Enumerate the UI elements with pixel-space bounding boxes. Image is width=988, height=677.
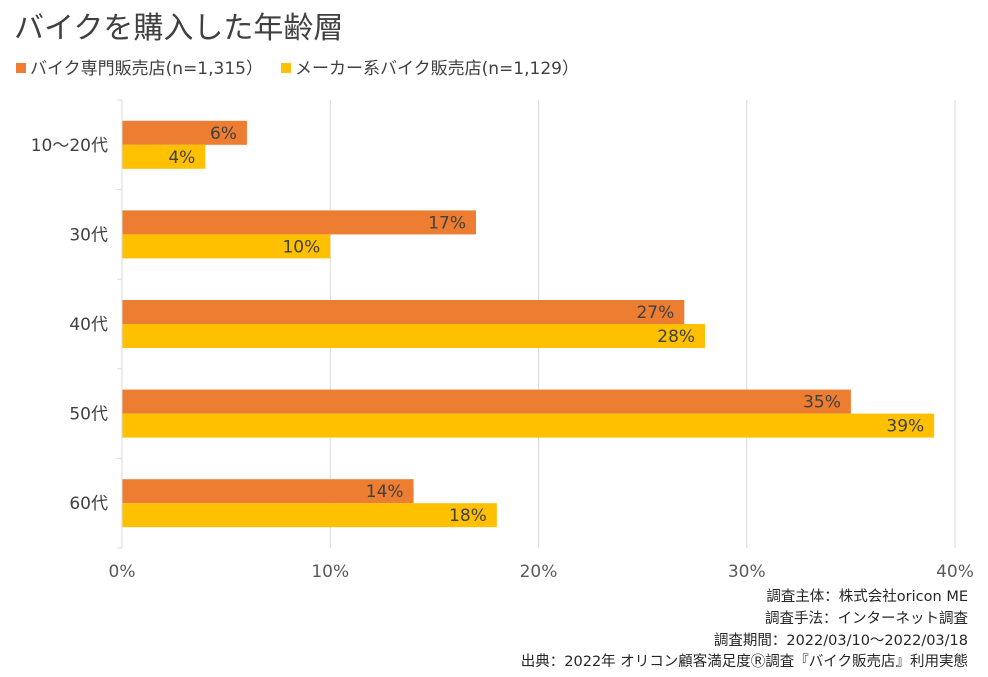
y-category-label: 50代 xyxy=(69,405,108,425)
legend: バイク専門販売店(n=1,315） メーカー系バイク販売店(n=1,129） xyxy=(16,59,579,79)
bar-series2-0 xyxy=(122,144,206,169)
bar-series1-3 xyxy=(122,389,851,414)
note-source: 出典：2022年 オリコン顧客満足度Ⓡ調査『バイク販売店』利用実態 xyxy=(520,654,968,670)
bar-series2-3 xyxy=(122,413,935,438)
data-label-series2: 18% xyxy=(449,506,487,526)
y-category-label: 10～20代 xyxy=(31,136,108,156)
data-label-series1: 27% xyxy=(636,303,674,323)
legend-label-1: バイク専門販売店(n=1,315） xyxy=(30,59,263,79)
note-survey-organizer: 調査主体：株式会社oricon ME xyxy=(766,589,968,605)
legend-swatch-2 xyxy=(280,63,291,73)
data-label-series2: 39% xyxy=(886,417,924,437)
legend-swatch-1 xyxy=(16,63,26,73)
data-label-series2: 4% xyxy=(168,148,195,168)
x-tick-label: 40% xyxy=(936,562,974,582)
chart-title: バイクを購入した年齢層 xyxy=(14,11,343,46)
note-survey-method: 調査手法：インターネット調査 xyxy=(765,611,968,627)
x-tick-label: 20% xyxy=(520,562,558,582)
bar-series2-1 xyxy=(122,234,331,259)
bars: 6% 4% 17% 10% 27% 28% 35% 39% 14% 18% xyxy=(122,120,935,528)
bar-series1-0 xyxy=(122,120,247,145)
y-category-label: 60代 xyxy=(69,494,108,514)
data-label-series2: 28% xyxy=(657,327,695,347)
bar-series2-4 xyxy=(122,503,497,528)
bar-series2-2 xyxy=(122,324,706,348)
x-tick-label: 10% xyxy=(311,562,349,582)
x-tick-label: 0% xyxy=(109,562,136,582)
data-label-series1: 14% xyxy=(366,482,404,502)
bar-series1-2 xyxy=(122,300,685,324)
data-label-series1: 17% xyxy=(428,213,466,233)
data-label-series1: 35% xyxy=(803,393,841,413)
data-label-series1: 6% xyxy=(210,124,237,144)
bar-series1-1 xyxy=(122,210,477,235)
legend-label-2: メーカー系バイク販売店(n=1,129） xyxy=(295,59,579,79)
axes: 0% 10% 20% 30% 40% 10～20代 30代 40代 50代 60代 xyxy=(31,99,974,582)
x-tick-label: 30% xyxy=(728,562,766,582)
data-label-series2: 10% xyxy=(282,237,320,257)
note-survey-period: 調査期間：2022/03/10～2022/03/18 xyxy=(713,633,968,649)
y-category-label: 30代 xyxy=(69,225,108,245)
y-category-label: 40代 xyxy=(69,315,108,335)
bar-series1-4 xyxy=(122,479,414,504)
